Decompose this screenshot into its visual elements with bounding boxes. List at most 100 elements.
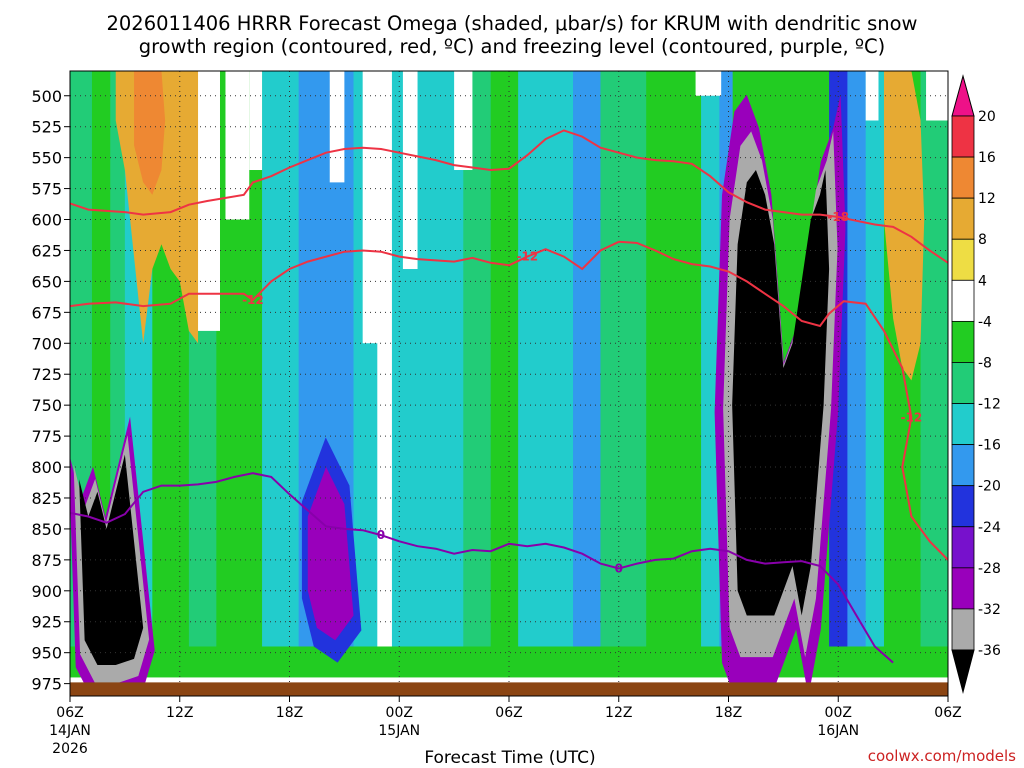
colorbar-tick-label: 16 <box>978 150 996 166</box>
positive-omega-03z <box>362 71 381 344</box>
colorbar-top-arrow <box>951 74 975 117</box>
x-tick-label: 00Z <box>825 705 852 721</box>
colorbar-tick-label: -4 <box>978 314 992 330</box>
colorbar-bin <box>951 526 975 569</box>
y-tick-label: 725 <box>31 365 62 384</box>
omega-band <box>701 71 720 659</box>
x-axis-label: Forecast Time (UTC) <box>424 748 595 768</box>
y-tick-label: 550 <box>31 149 62 168</box>
colorbar-bin <box>951 197 975 240</box>
y-tick-label: 975 <box>31 675 62 694</box>
colorbar-bin <box>951 320 975 363</box>
colorbar-bin <box>951 608 975 651</box>
dgz-contour-minus18-label: -18 <box>827 210 849 224</box>
colorbar: 20 16 12 8 4 -4 -8 -12 -16 -20 -24 -28 -32 -36 <box>951 74 1001 694</box>
omega-band <box>518 71 574 659</box>
neutral-patch <box>454 71 473 171</box>
colorbar-bin <box>951 115 975 158</box>
y-tick-label: 825 <box>31 489 62 508</box>
dgz-contour-minus18 <box>70 129 948 264</box>
y-tick-label: 950 <box>31 644 62 663</box>
dgz-contour-minus12-label: -12 <box>901 411 923 425</box>
colorbar-tick-label: -8 <box>978 355 992 371</box>
x-tick-label: 18Z <box>276 705 303 721</box>
y-tick-label: 775 <box>31 427 62 446</box>
y-tick-label: 900 <box>31 582 62 601</box>
contour-lines: -18 -12 -12 -12 0 0 <box>70 129 948 664</box>
colorbar-tick-label: -16 <box>978 438 1001 454</box>
y-tick-label: 925 <box>31 613 62 632</box>
freezing-level-contour-label: 0 <box>377 528 385 542</box>
colorbar-bin <box>951 485 975 528</box>
omega-band <box>847 71 867 659</box>
omega-band <box>490 71 519 659</box>
core-12h <box>134 71 166 195</box>
omega-band <box>262 71 281 659</box>
neutral-patch <box>695 71 722 96</box>
neutral-patch <box>402 71 418 270</box>
colorbar-tick-label: 8 <box>978 232 987 248</box>
omega-band <box>377 71 393 659</box>
x-tick-label: 06Z <box>56 705 83 721</box>
x-tick-label: 12Z <box>605 705 632 721</box>
colorbar-tick-label: -12 <box>978 397 1001 413</box>
colorbar-tick-label: -28 <box>978 561 1001 577</box>
x-tick-label: 06Z <box>495 705 522 721</box>
x-tick-label: 06Z <box>934 705 961 721</box>
colorbar-tick-label: 20 <box>978 109 996 125</box>
x-axis: 06Z 14JAN 2026 12Z 18Z 00Z 15JAN 06Z 12Z 18Z 00Z 16… <box>49 696 962 757</box>
colorbar-tick-label: 4 <box>978 273 987 289</box>
freezing-level-contour <box>70 472 894 664</box>
neutral-patch <box>329 71 345 183</box>
colorbar-bin <box>951 238 975 281</box>
black-core-07z <box>79 454 144 666</box>
y-tick-label: 700 <box>31 334 62 353</box>
freezing-level-contour-label: 0 <box>615 562 623 576</box>
plot-area: -18 -12 -12 -12 0 0 <box>70 71 948 696</box>
y-tick-label: 800 <box>31 458 62 477</box>
chart-title-line2: growth region (contoured, red, ºC) and f… <box>139 35 886 58</box>
y-tick-label: 850 <box>31 520 62 539</box>
neutral-patch <box>865 71 879 121</box>
colorbar-bin <box>951 567 975 610</box>
y-tick-label: 875 <box>31 551 62 570</box>
omega-band <box>573 71 601 659</box>
colorbar-bin <box>951 444 975 487</box>
x-tick-date: 15JAN <box>378 723 420 739</box>
colorbar-bin <box>951 362 975 404</box>
credit-text: coolwx.com/models <box>868 747 1016 765</box>
colorbar-bottom-arrow <box>951 649 975 694</box>
y-tick-label: 525 <box>31 118 62 137</box>
y-tick-label: 500 <box>31 87 62 106</box>
neutral-patch <box>926 71 948 121</box>
x-tick-label: 00Z <box>386 705 413 721</box>
y-tick-label: 675 <box>31 303 62 322</box>
colorbar-tick-label: -36 <box>978 643 1001 659</box>
chart-title-line1: 2026011406 HRRR Forecast Omega (shaded, … <box>106 12 917 35</box>
purple-core-21z <box>307 467 354 641</box>
neutral-patch <box>225 71 250 220</box>
dgz-contour-minus12-label: -12 <box>516 250 538 264</box>
omega-band <box>865 71 885 659</box>
y-tick-label: 575 <box>31 180 62 199</box>
grid-lines <box>70 71 948 696</box>
colorbar-tick-label: -24 <box>978 520 1001 536</box>
x-tick-date: 16JAN <box>817 723 859 739</box>
y-axis: 500 525 550 575 600 625 650 675 700 725 750 775 800 8… <box>31 87 70 694</box>
x-tick-date: 14JAN <box>49 723 91 739</box>
colorbar-tick-label: -20 <box>978 479 1001 495</box>
colorbar-tick-label: -32 <box>978 602 1001 618</box>
omega-band <box>920 71 948 659</box>
x-tick-label: 12Z <box>166 705 193 721</box>
y-tick-label: 600 <box>31 211 62 230</box>
x-tick-year: 2026 <box>52 741 88 757</box>
positive-omega-02z-16jan <box>883 71 925 381</box>
y-tick-label: 625 <box>31 241 62 260</box>
dgz-contour-minus12 <box>70 240 948 561</box>
colorbar-bin <box>951 156 975 199</box>
colorbar-bin <box>951 403 975 446</box>
omega-band <box>280 71 300 659</box>
black-core-19z-15jan <box>732 170 830 616</box>
colorbar-bin <box>951 279 975 322</box>
